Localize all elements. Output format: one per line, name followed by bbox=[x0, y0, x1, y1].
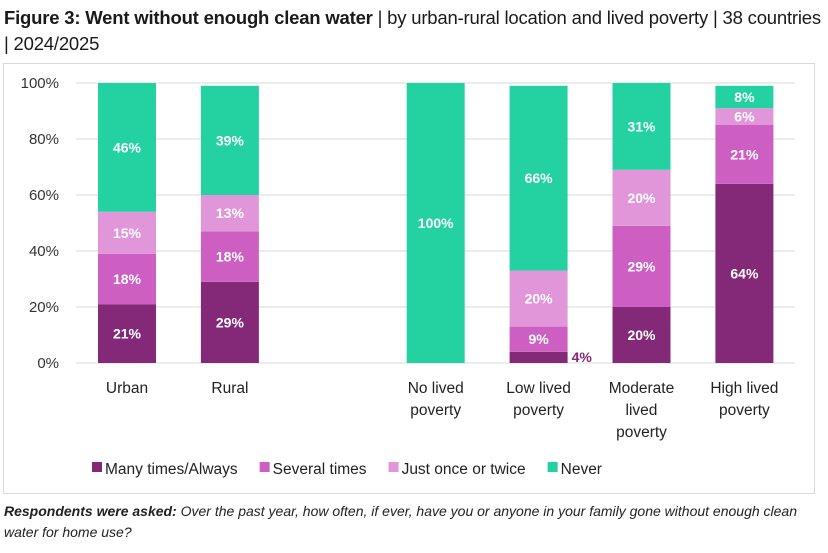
footnote: Respondents were asked: Over the past ye… bbox=[4, 501, 824, 543]
bar-segment bbox=[200, 85, 259, 195]
data-label: 18% bbox=[113, 271, 142, 287]
bar-segment bbox=[715, 85, 774, 109]
bar-segment bbox=[715, 125, 774, 184]
bar-segment bbox=[406, 83, 465, 363]
bar-segment bbox=[509, 326, 568, 352]
bar-segment bbox=[612, 307, 671, 363]
legend-swatch bbox=[388, 462, 399, 472]
y-tick-label: 0% bbox=[37, 355, 59, 372]
bar-segment bbox=[98, 304, 156, 363]
legend-label: Many times/Always bbox=[105, 461, 238, 478]
x-tick-label: Moderate bbox=[609, 380, 674, 397]
bar-segment bbox=[715, 108, 774, 125]
legend-label: Never bbox=[561, 461, 602, 478]
y-tick-label: 40% bbox=[29, 243, 59, 260]
bar-segment bbox=[200, 281, 259, 363]
data-label: 31% bbox=[627, 118, 656, 134]
y-tick-label: 100% bbox=[21, 75, 59, 92]
bar-segment bbox=[612, 169, 671, 226]
x-tick-label: Urban bbox=[106, 380, 148, 397]
chart-title: Figure 3: Went without enough clean wate… bbox=[4, 5, 824, 57]
data-label: 29% bbox=[216, 314, 245, 330]
x-tick-label: poverty bbox=[410, 402, 461, 419]
data-label: 6% bbox=[734, 109, 755, 125]
legend-label: Just once or twice bbox=[402, 461, 526, 478]
data-label: 20% bbox=[525, 291, 554, 307]
data-label: 4% bbox=[572, 349, 593, 365]
bar-segment bbox=[98, 253, 156, 305]
data-label: 39% bbox=[216, 132, 245, 148]
bar-segment bbox=[98, 211, 156, 254]
data-label: 15% bbox=[113, 225, 142, 241]
data-label: 21% bbox=[730, 146, 759, 162]
chart-title-subtitle: | by urban-rural location and lived pove… bbox=[4, 7, 821, 54]
bar-segment bbox=[200, 231, 259, 282]
x-tick-label: High lived bbox=[710, 380, 778, 397]
y-tick-label: 60% bbox=[29, 187, 59, 204]
data-label: 8% bbox=[734, 89, 755, 105]
bar-segment bbox=[509, 351, 568, 363]
data-label: 100% bbox=[418, 215, 454, 231]
data-label: 46% bbox=[113, 139, 142, 155]
legend-swatch bbox=[92, 462, 102, 472]
data-label: 64% bbox=[730, 265, 759, 281]
footnote-label: Respondents were asked: bbox=[4, 503, 177, 519]
legend-label: Several times bbox=[273, 461, 367, 478]
data-label: 20% bbox=[627, 190, 656, 206]
data-label: 20% bbox=[627, 327, 656, 343]
bar-segment bbox=[509, 85, 568, 271]
data-label: 29% bbox=[627, 258, 656, 274]
y-tick-label: 80% bbox=[29, 131, 59, 148]
chart-frame bbox=[3, 63, 815, 494]
data-label: 13% bbox=[216, 205, 245, 221]
bar-segment bbox=[612, 83, 671, 170]
x-tick-label: lived bbox=[626, 402, 658, 419]
chart-title-bold: Figure 3: Went without enough clean wate… bbox=[4, 7, 373, 28]
legend-swatch bbox=[259, 462, 270, 472]
bar-segment bbox=[715, 183, 774, 363]
bar-segment bbox=[200, 195, 259, 232]
data-label: 9% bbox=[528, 331, 549, 347]
x-tick-label: poverty bbox=[616, 424, 667, 441]
x-tick-label: No lived bbox=[408, 380, 464, 397]
data-label: 21% bbox=[113, 326, 142, 342]
x-tick-label: poverty bbox=[513, 402, 564, 419]
bar-segment bbox=[98, 83, 156, 212]
bar-segment bbox=[612, 225, 671, 307]
legend-swatch bbox=[547, 462, 558, 472]
x-tick-label: Rural bbox=[211, 380, 248, 397]
x-tick-label: poverty bbox=[719, 402, 770, 419]
data-label: 18% bbox=[216, 249, 245, 265]
data-label: 66% bbox=[525, 170, 554, 186]
y-tick-label: 20% bbox=[29, 299, 59, 316]
x-tick-label: Low lived bbox=[506, 380, 571, 397]
footnote-question: Over the past year, how often, if ever, … bbox=[4, 503, 797, 540]
bar-segment bbox=[509, 270, 568, 327]
